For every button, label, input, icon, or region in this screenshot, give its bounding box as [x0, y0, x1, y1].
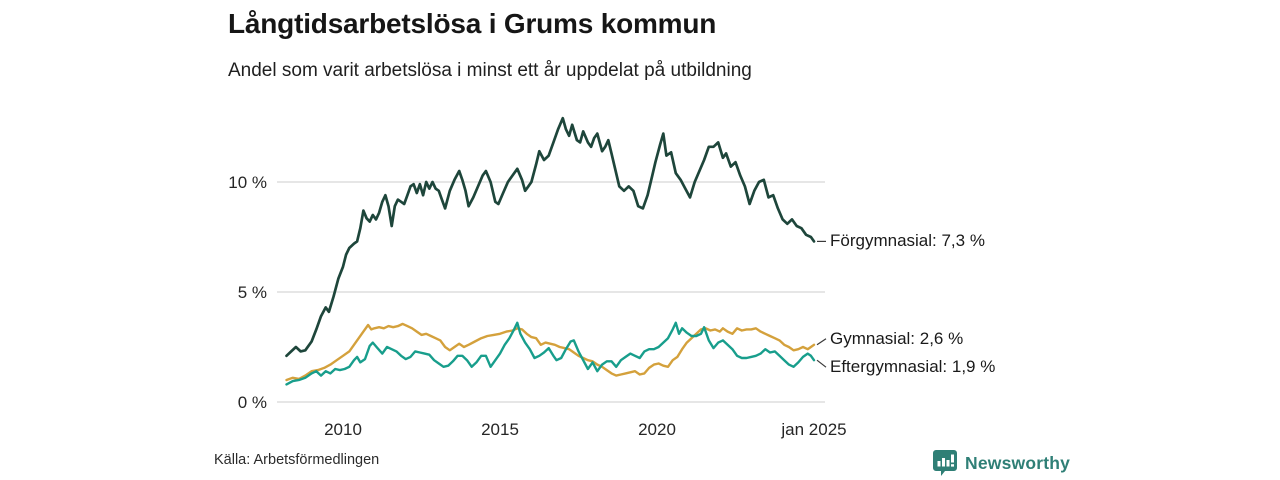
- chart-title: Långtidsarbetslösa i Grums kommun: [228, 8, 717, 39]
- brand-lockup: Newsworthy: [933, 450, 1070, 476]
- plot-area: 0 % 5 % 10 % 2010 2015 2020 jan 2025: [180, 105, 920, 455]
- x-tick-label: jan 2025: [780, 420, 846, 439]
- chart-subtitle: Andel som varit arbetslösa i minst ett å…: [228, 60, 752, 81]
- series-line-gymnasial: [285, 322, 816, 382]
- series-line-förgymnasial: [285, 116, 816, 358]
- y-tick-label: 5 %: [238, 283, 267, 302]
- series-end-label-eftergymnasial: Eftergymnasial: 1,9 %: [830, 357, 996, 377]
- end-label-connector: [816, 359, 827, 368]
- series-line-eftergymnasial: [285, 321, 816, 386]
- brand-name: Newsworthy: [965, 452, 1071, 473]
- newsworthy-logo-icon: [933, 450, 957, 476]
- end-label-connector: [816, 338, 827, 346]
- source-note: Källa: Arbetsförmedlingen: [214, 452, 380, 468]
- y-tick-label: 0 %: [238, 393, 267, 412]
- y-tick-label: 10 %: [228, 173, 267, 192]
- x-tick-label: 2020: [638, 420, 676, 439]
- series-end-label-forgymnasial: Förgymnasial: 7,3 %: [830, 231, 985, 251]
- series-end-label-gymnasial: Gymnasial: 2,6 %: [830, 328, 964, 348]
- x-tick-label: 2015: [481, 420, 519, 439]
- x-tick-label: 2010: [324, 420, 362, 439]
- chart-svg: 0 % 5 % 10 % 2010 2015 2020 jan 2025: [228, 116, 847, 439]
